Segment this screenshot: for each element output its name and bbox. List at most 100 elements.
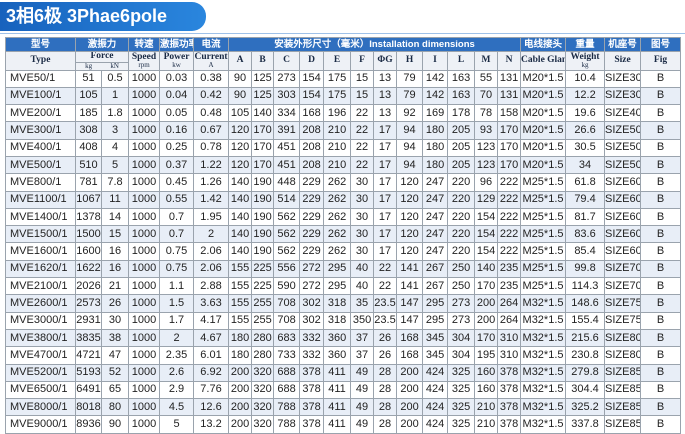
data-cell: 90 — [228, 86, 253, 106]
data-cell: 200 — [396, 380, 424, 400]
data-cell: 123 — [474, 155, 499, 175]
data-cell: 180 — [422, 155, 449, 175]
data-cell: 220 — [447, 190, 476, 209]
data-cell: 781 — [75, 173, 102, 192]
data-cell: 272 — [299, 277, 325, 296]
model-cell: MVE200/1 — [5, 104, 76, 123]
data-cell: 1000 — [128, 294, 161, 313]
data-cell: 7.8 — [100, 173, 130, 192]
data-cell: 562 — [273, 207, 301, 227]
data-cell: 90 — [100, 415, 130, 434]
data-cell: 250 — [447, 259, 476, 279]
header-unit: kg — [581, 60, 589, 69]
header-cell-en: Size — [604, 51, 642, 71]
data-cell: 17 — [373, 190, 398, 209]
data-cell: 6.01 — [193, 346, 230, 365]
data-cell: 169 — [422, 104, 449, 123]
data-cell: 131 — [497, 86, 522, 106]
data-cell: 1500 — [75, 225, 102, 244]
data-cell: 250 — [447, 277, 476, 296]
data-cell: 304.4 — [565, 380, 606, 400]
data-cell: 1.26 — [193, 173, 230, 192]
data-cell: 378 — [497, 380, 522, 400]
header-label: L — [457, 55, 465, 65]
data-cell: 4721 — [75, 346, 102, 365]
data-cell: 267 — [422, 259, 449, 279]
data-cell: 272 — [299, 259, 325, 279]
data-cell: 180 — [422, 138, 449, 157]
data-cell: 378 — [299, 415, 325, 434]
data-cell: M20*1.5 — [520, 69, 567, 88]
data-cell: 170 — [497, 121, 522, 140]
data-cell: B — [640, 155, 682, 175]
data-cell: 4 — [100, 138, 130, 157]
data-cell: 378 — [497, 363, 522, 382]
data-cell: 295 — [323, 277, 352, 296]
data-cell: SIZE30 — [604, 69, 642, 88]
data-cell: 295 — [422, 311, 449, 330]
data-cell: 320 — [251, 398, 275, 417]
data-cell: 120 — [228, 121, 253, 140]
data-cell: 320 — [251, 380, 275, 400]
data-cell: 79.4 — [565, 190, 606, 209]
data-cell: 5193 — [75, 363, 102, 382]
data-cell: 5 — [159, 415, 195, 434]
data-cell: 11 — [100, 190, 130, 209]
data-cell: SIZE80 — [604, 328, 642, 348]
data-cell: M32*1.5 — [520, 363, 567, 382]
data-cell: M20*1.5 — [520, 86, 567, 106]
table-header: 型号激振力转速激振功率电流安装外形尺寸（毫米）Installation dime… — [5, 37, 682, 71]
data-cell: 154 — [474, 207, 499, 227]
data-cell: SIZE85 — [604, 380, 642, 400]
data-cell: 308 — [75, 121, 102, 140]
data-cell: 8018 — [75, 398, 102, 417]
data-cell: 0.7 — [159, 207, 195, 227]
model-cell: MVE1620/1 — [5, 259, 76, 279]
model-cell: MVE100/1 — [5, 86, 76, 106]
data-cell: 788 — [273, 415, 301, 434]
data-cell: 0.55 — [159, 190, 195, 209]
data-row: MVE200/1 185 1.8 1000 0.05 0.48 105 140 334 168 19… — [5, 104, 682, 123]
data-cell: 16 — [100, 259, 130, 279]
data-cell: SIZE50 — [604, 138, 642, 157]
title-banner: 3相6极 3Phae6pole — [0, 2, 206, 31]
data-cell: 175 — [323, 86, 352, 106]
header-row-en: Type Force kg kN Speed rpm Power kw Current A A B C D… — [5, 51, 682, 71]
data-cell: 208 — [299, 138, 325, 157]
data-cell: 154 — [299, 69, 325, 88]
data-cell: 255 — [251, 294, 275, 313]
data-cell: 280 — [251, 346, 275, 365]
model-cell: MVE4700/1 — [5, 346, 76, 365]
data-cell: 378 — [299, 363, 325, 382]
data-cell: 65 — [100, 380, 130, 400]
header-label: M — [481, 55, 491, 65]
data-cell: 94 — [396, 155, 424, 175]
header-row-cn: 型号激振力转速激振功率电流安装外形尺寸（毫米）Installation dime… — [5, 37, 682, 52]
data-cell: SIZE85 — [604, 398, 642, 417]
data-cell: M20*1.5 — [520, 104, 567, 123]
data-cell: 408 — [75, 138, 102, 157]
header-cell-en: Fig — [640, 51, 682, 71]
data-cell: 2.88 — [193, 277, 230, 296]
data-cell: 47 — [100, 346, 130, 365]
data-cell: 12.6 — [193, 398, 230, 417]
data-cell: 114.3 — [565, 277, 606, 296]
header-unit: kg — [85, 61, 93, 70]
data-cell: 4.67 — [193, 328, 230, 348]
data-cell: B — [640, 294, 682, 313]
data-cell: 13.2 — [193, 415, 230, 434]
data-cell: 303 — [273, 86, 301, 106]
header-cell-cn: 电线接头 — [520, 37, 567, 52]
data-cell: 120 — [396, 225, 424, 244]
data-cell: 22 — [350, 104, 375, 123]
data-cell: 30 — [350, 190, 375, 209]
data-cell: 155 — [228, 259, 253, 279]
data-cell: 142 — [422, 69, 449, 88]
data-cell: 163 — [447, 86, 476, 106]
data-cell: 424 — [422, 398, 449, 417]
data-cell: 17 — [373, 207, 398, 227]
data-cell: 1000 — [128, 173, 161, 192]
data-cell: 123 — [474, 138, 499, 157]
data-cell: 40 — [350, 259, 375, 279]
data-cell: 332 — [299, 328, 325, 348]
